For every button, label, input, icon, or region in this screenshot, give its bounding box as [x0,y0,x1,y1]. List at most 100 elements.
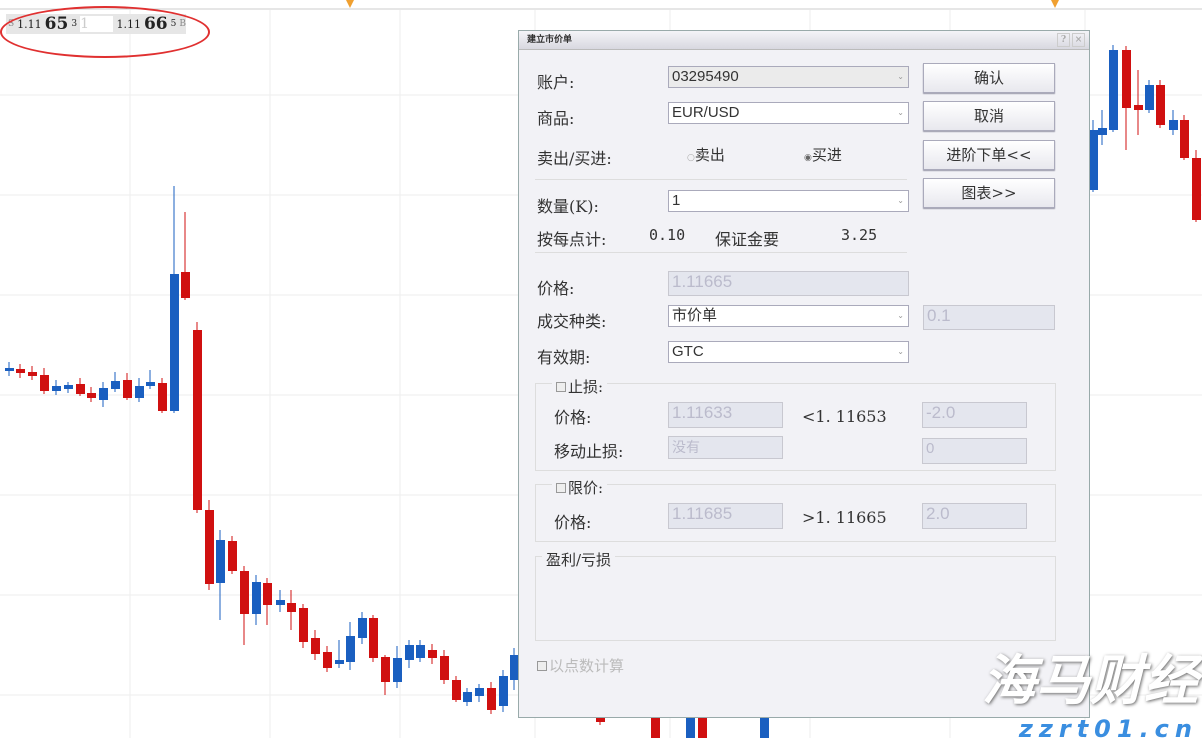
candle-body [1145,85,1154,110]
pips-calc-label: 以点数计算 [549,657,625,675]
validity-select[interactable]: GTC ⌄ [668,341,909,363]
candle-body [52,386,61,391]
stop-loss-checkbox[interactable]: 止损: [552,376,608,397]
account-select[interactable]: 03295490 ⌄ [668,66,909,88]
limit-pips-input[interactable]: 2.0 [922,503,1027,529]
divider [535,179,907,180]
limit-price-value: 1.11685 [672,504,733,523]
symbol-select[interactable]: EUR/USD ⌄ [668,102,909,124]
qty-input[interactable]: 1 ⌄ [668,190,909,212]
candle-body [760,714,769,738]
symbol-value: EUR/USD [672,104,740,121]
qty-label: 数量(K): [537,197,599,216]
candle-body [475,688,484,696]
candle-body [1156,85,1165,125]
order-type-label: 成交种类: [537,312,607,331]
candle-body [1089,130,1098,190]
advanced-order-button[interactable]: 进阶下单<< [923,140,1055,170]
candle-body [216,540,225,583]
chart-button[interactable]: 图表>> [923,178,1055,208]
candle-body [651,716,660,738]
close-icon[interactable]: × [1072,33,1085,47]
candle-body [1134,105,1143,110]
stop-price-label: 价格: [554,408,592,427]
sell-radio[interactable]: ○卖出 [687,146,725,164]
margin-value: 3.25 [841,226,878,244]
order-type-extra-value: 0.1 [927,306,951,325]
marker-icon [346,0,354,8]
qty-value: 1 [672,192,681,209]
profit-loss-label: 盈利/亏损 [542,549,616,570]
limit-price-input[interactable]: 1.11685 [668,503,783,529]
candle-body [452,680,461,700]
stop-price-input[interactable]: 1.11633 [668,402,783,428]
candle-body [228,541,237,571]
price-value: 1.11665 [672,272,733,291]
candle-body [287,603,296,612]
order-type-extra-input[interactable]: 0.1 [923,305,1055,330]
validity-value: GTC [672,343,704,360]
candle-body [252,582,261,614]
candle-body [510,655,519,680]
margin-label: 保证金要 [715,230,780,249]
candle-body [240,571,249,614]
order-type-select[interactable]: 市价单 ⌄ [668,305,909,327]
confirm-button[interactable]: 确认 [923,63,1055,93]
candle-body [358,618,367,638]
help-icon[interactable]: ? [1057,33,1070,47]
limit-pips-value: 2.0 [926,504,950,523]
dialog-titlebar: 建立市价单 ? × [519,31,1089,50]
trailing-stop-select[interactable]: 没有 [668,436,783,459]
candle-body [205,510,214,584]
candle-body [323,652,332,668]
cancel-button[interactable]: 取消 [923,101,1055,131]
account-value: 03295490 [672,68,739,85]
limit-price-label: 价格: [554,513,592,532]
pips-calc-checkbox[interactable]: 以点数计算 [537,655,624,676]
buy-radio-label: 买进 [811,146,842,164]
candle-body [1122,50,1131,108]
candle-body [146,382,155,386]
marker-icon [1051,0,1059,8]
profit-loss-group: 盈利/亏损 [535,549,1056,641]
candle-body [428,650,437,658]
trailing-pips-value: 0 [926,440,935,457]
candle-body [698,718,707,738]
symbol-label: 商品: [537,109,575,128]
candle-body [158,383,167,411]
candle-body [299,608,308,642]
trailing-stop-value: 没有 [672,439,700,455]
account-label: 账户: [537,73,575,92]
stop-price-value: 1.11633 [672,403,733,422]
validity-label: 有效期: [537,348,591,367]
stop-loss-group: 止损: 价格: 1.11633 <1. 11653 -2.0 移动止损: 没有 … [535,376,1056,471]
candle-body [311,638,320,654]
stop-pips-value: -2.0 [926,403,956,422]
candle-body [99,388,108,400]
limit-checkbox[interactable]: 限价: [552,477,608,498]
market-order-dialog: 建立市价单 ? × 账户: 03295490 ⌄ 商品: EUR/USD ⌄ 卖出/买… [518,30,1090,718]
candle-body [64,385,73,389]
candle-body [1109,50,1118,130]
candle-body [686,718,695,738]
stop-pips-input[interactable]: -2.0 [922,402,1027,428]
buy-radio[interactable]: ◉买进 [804,146,842,164]
candle-body [1169,120,1178,130]
candle-body [123,380,132,398]
candle-body [87,393,96,398]
candle-body [416,645,425,658]
watermark-cn: 海马财经 [982,649,1198,712]
stop-loss-label: 止损: [568,378,604,396]
candle-body [440,656,449,680]
chevron-down-icon: ⌄ [897,108,904,117]
trailing-pips-input[interactable]: 0 [922,438,1027,464]
candle-body [1098,128,1107,135]
chevron-down-icon: ⌄ [897,311,904,320]
dialog-title: 建立市价单 [527,35,573,45]
candle-body [76,384,85,394]
limit-label: 限价: [568,479,604,497]
price-input[interactable]: 1.11665 [668,271,909,296]
candle-body [369,618,378,658]
candle-body [111,381,120,389]
candle-body [28,372,37,376]
